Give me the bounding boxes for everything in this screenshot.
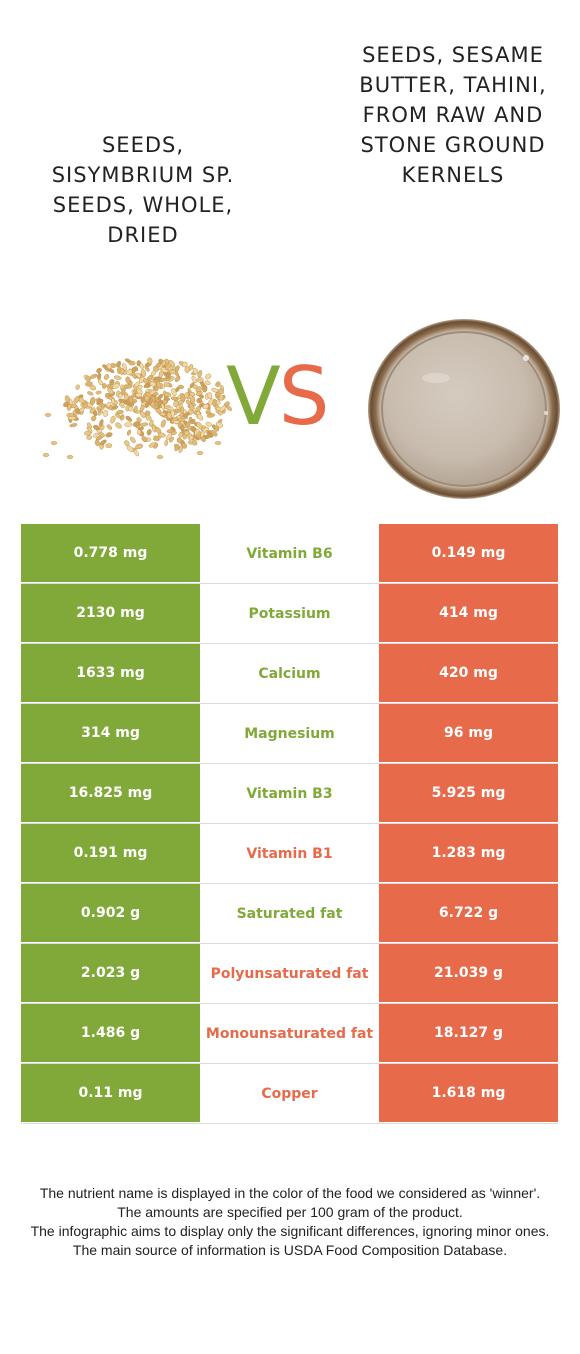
left-value: 0.778 mg [21, 524, 200, 584]
right-value: 0.149 mg [379, 524, 558, 584]
left-value: 314 mg [21, 704, 200, 764]
right-value: 21.039 g [379, 944, 558, 1004]
table-row: 0.191 mg Vitamin B1 1.283 mg [21, 824, 558, 884]
right-value: 18.127 g [379, 1004, 558, 1064]
vs-v-letter: V [226, 350, 281, 443]
table-row: 16.825 mg Vitamin B3 5.925 mg [21, 764, 558, 824]
nutrient-name: Copper [200, 1064, 379, 1124]
tahini-jar-icon [368, 319, 560, 499]
table-row: 1.486 g Monounsaturated fat 18.127 g [21, 1004, 558, 1064]
nutrient-comparison-table: 0.778 mg Vitamin B6 0.149 mg 2130 mg Potassi… [21, 524, 558, 1124]
left-value: 1633 mg [21, 644, 200, 704]
nutrient-name: Vitamin B6 [200, 524, 379, 584]
left-value: 16.825 mg [21, 764, 200, 824]
footnotes: The nutrient name is displayed in the co… [20, 1184, 560, 1260]
table-row: 1633 mg Calcium 420 mg [21, 644, 558, 704]
nutrient-name: Polyunsaturated fat [200, 944, 379, 1004]
nutrient-name: Vitamin B3 [200, 764, 379, 824]
table-row: 2.023 g Polyunsaturated fat 21.039 g [21, 944, 558, 1004]
right-value: 5.925 mg [379, 764, 558, 824]
table-row: 2130 mg Potassium 414 mg [21, 584, 558, 644]
footnote-significant: The infographic aims to display only the… [30, 1223, 550, 1239]
right-value: 1.283 mg [379, 824, 558, 884]
right-value: 1.618 mg [379, 1064, 558, 1124]
left-value: 0.902 g [21, 884, 200, 944]
table-row: 314 mg Magnesium 96 mg [21, 704, 558, 764]
table-row: 0.11 mg Copper 1.618 mg [21, 1064, 558, 1124]
right-value: 414 mg [379, 584, 558, 644]
nutrient-name: Monounsaturated fat [200, 1004, 379, 1064]
left-value: 2130 mg [21, 584, 200, 644]
nutrient-name: Magnesium [200, 704, 379, 764]
left-value: 2.023 g [21, 944, 200, 1004]
footnote-winner-color: The nutrient name is displayed in the co… [39, 1185, 541, 1201]
right-food-title: Seeds, sesame butter, tahini, from raw a… [359, 43, 547, 188]
right-value: 420 mg [379, 644, 558, 704]
nutrient-name: Saturated fat [200, 884, 379, 944]
table-row: 0.902 g Saturated fat 6.722 g [21, 884, 558, 944]
footnote-amounts: The amounts are specified per 100 gram o… [117, 1204, 463, 1220]
left-value: 0.11 mg [21, 1064, 200, 1124]
nutrient-name: Potassium [200, 584, 379, 644]
table-row: 0.778 mg Vitamin B6 0.149 mg [21, 524, 558, 584]
right-value: 96 mg [379, 704, 558, 764]
left-value: 1.486 g [21, 1004, 200, 1064]
footnote-source: The main source of information is USDA F… [72, 1242, 508, 1258]
nutrient-name: Calcium [200, 644, 379, 704]
left-food-title: Seeds, sisymbrium sp. seeds, whole, drie… [51, 133, 235, 248]
vs-s-letter: S [278, 350, 330, 443]
right-value: 6.722 g [379, 884, 558, 944]
vs-label: VS [226, 350, 330, 443]
sesame-seeds-pile-icon [42, 357, 232, 459]
left-value: 0.191 mg [21, 824, 200, 884]
nutrient-name: Vitamin B1 [200, 824, 379, 884]
